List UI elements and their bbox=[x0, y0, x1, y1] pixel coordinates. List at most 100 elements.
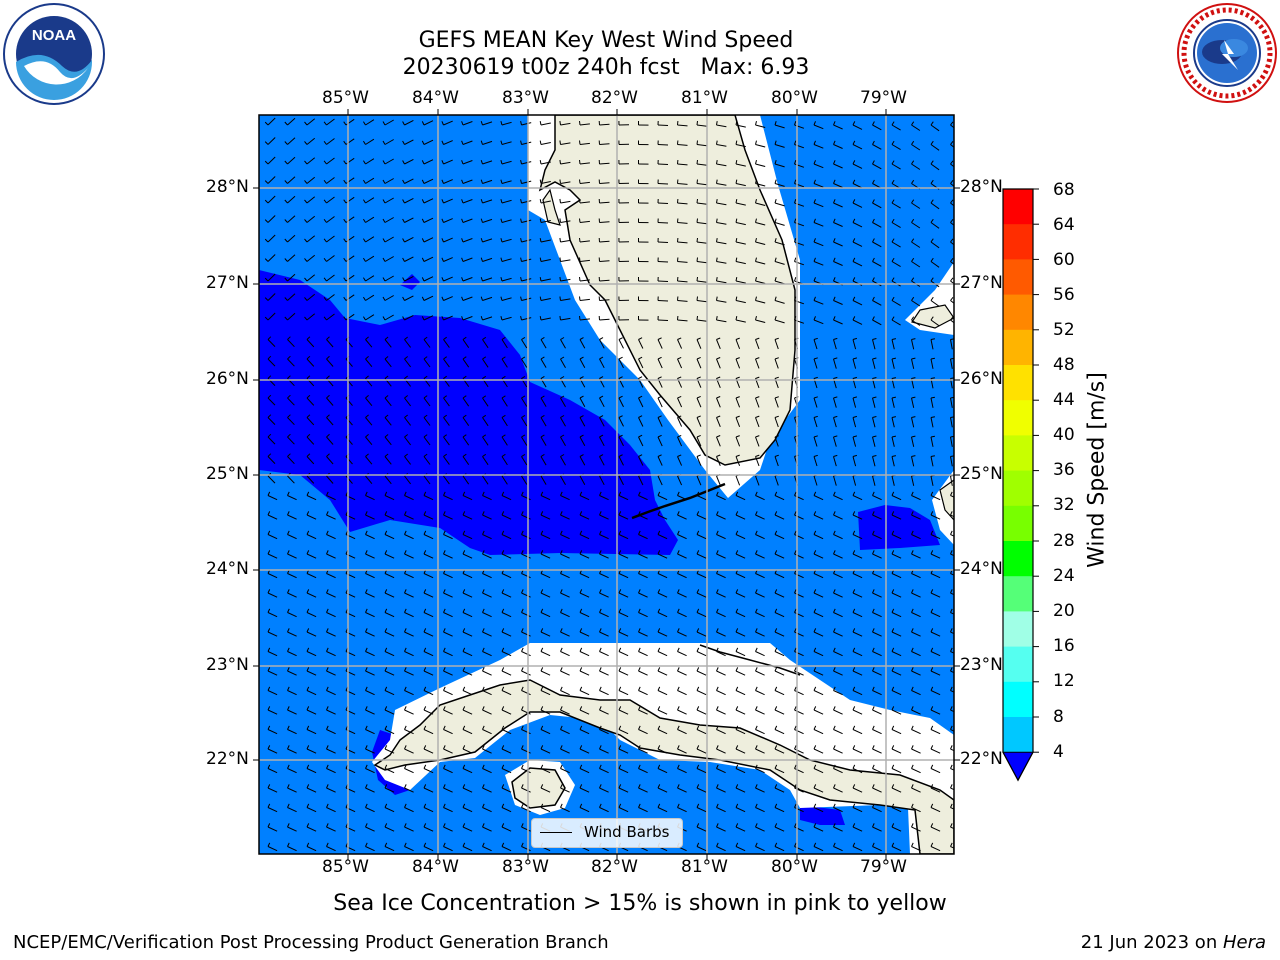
wind-barb bbox=[521, 807, 531, 813]
wind-barb-flag bbox=[423, 764, 427, 769]
wind-barb-flag bbox=[950, 257, 954, 262]
wind-barb bbox=[930, 417, 934, 428]
wind-barb bbox=[521, 417, 528, 427]
wind-barb-flag bbox=[755, 140, 757, 145]
wind-barb-flag bbox=[813, 550, 817, 555]
wind-barb-flag bbox=[930, 784, 934, 789]
wind-barb bbox=[345, 436, 353, 445]
wind-barb-flag bbox=[599, 725, 602, 730]
wind-barb bbox=[482, 257, 493, 262]
wind-barb bbox=[618, 417, 624, 427]
wind-barb bbox=[267, 397, 276, 406]
wind-barb-flag bbox=[911, 316, 915, 321]
wind-barb bbox=[287, 748, 297, 754]
wind-barb-flag bbox=[755, 237, 757, 243]
wind-barb bbox=[677, 495, 687, 501]
wind-barb-flag bbox=[500, 121, 503, 126]
wind-barb bbox=[501, 495, 512, 501]
wind-barb bbox=[794, 709, 804, 715]
wind-barb-flag bbox=[891, 435, 897, 438]
wind-barb bbox=[540, 278, 551, 282]
wind-barb-flag bbox=[618, 667, 622, 672]
wind-barb bbox=[423, 217, 434, 223]
wind-barb-flag bbox=[579, 454, 584, 457]
wind-barb-flag bbox=[267, 414, 272, 418]
wind-barb-flag bbox=[482, 725, 485, 730]
wind-barb bbox=[696, 456, 702, 466]
wind-barb bbox=[716, 475, 721, 486]
wind-barb bbox=[326, 768, 336, 774]
wind-barb bbox=[404, 690, 414, 696]
wind-barb bbox=[638, 573, 648, 579]
wind-barb bbox=[306, 592, 317, 598]
wind-barb bbox=[833, 456, 837, 467]
wind-barb-flag bbox=[950, 316, 954, 321]
wind-barb bbox=[462, 218, 473, 223]
wind-barb-flag bbox=[326, 589, 329, 594]
wind-barb bbox=[891, 826, 902, 832]
wind-barb bbox=[521, 339, 528, 349]
wind-barb-flag bbox=[462, 511, 466, 516]
wind-barb bbox=[657, 124, 669, 126]
wind-barb bbox=[482, 238, 493, 243]
wind-barb bbox=[872, 163, 882, 170]
wind-barb-flag bbox=[813, 589, 817, 594]
wind-barb bbox=[638, 456, 644, 466]
wind-barb bbox=[755, 456, 760, 467]
wind-barb-flag bbox=[306, 375, 311, 379]
wind-barb bbox=[540, 729, 551, 735]
wind-barb bbox=[852, 768, 863, 774]
wind-barb-flag bbox=[852, 337, 858, 340]
wind-barb bbox=[774, 729, 785, 735]
wind-barb bbox=[852, 651, 863, 657]
wind-barb bbox=[599, 299, 610, 301]
wind-barb bbox=[755, 319, 766, 323]
wind-barb bbox=[813, 729, 824, 735]
wind-barb bbox=[521, 122, 532, 126]
wind-barb-flag bbox=[501, 414, 506, 418]
wind-barb bbox=[852, 436, 857, 447]
wind-barb bbox=[755, 670, 765, 676]
wind-barb bbox=[579, 612, 590, 618]
wind-barb-flag bbox=[618, 395, 623, 399]
wind-barb bbox=[443, 573, 453, 579]
wind-barb bbox=[521, 161, 532, 165]
wind-barb bbox=[677, 670, 687, 676]
wind-barb bbox=[501, 826, 512, 832]
wind-barb-flag bbox=[326, 336, 330, 340]
wind-barb-flag bbox=[833, 647, 836, 652]
wind-barb bbox=[930, 690, 941, 696]
wind-barb bbox=[482, 690, 492, 696]
wind-barb bbox=[267, 195, 276, 204]
wind-barb-flag bbox=[872, 647, 875, 652]
wind-barb-flag bbox=[404, 745, 407, 750]
wind-barb-flag bbox=[443, 375, 447, 379]
wind-barb-flag bbox=[540, 686, 544, 691]
wind-barb-flag bbox=[365, 745, 368, 750]
wind-barb-flag bbox=[402, 199, 405, 204]
wind-barb-flag bbox=[677, 356, 682, 360]
wind-barb bbox=[891, 456, 895, 467]
wind-barb bbox=[482, 179, 493, 184]
wind-barb-flag bbox=[911, 628, 914, 633]
wind-barb bbox=[872, 514, 882, 520]
wind-barb bbox=[677, 573, 687, 579]
wind-barb-flag bbox=[911, 140, 915, 145]
wind-barb-flag bbox=[813, 530, 817, 535]
wind-barb-flag bbox=[638, 434, 643, 438]
wind-barb-flag bbox=[443, 414, 447, 418]
wind-barb bbox=[560, 436, 566, 446]
wind-barb bbox=[618, 534, 629, 540]
wind-barb bbox=[677, 163, 688, 166]
wind-barb-flag bbox=[930, 725, 934, 730]
wind-barb-flag bbox=[872, 396, 877, 399]
wind-barb-flag bbox=[461, 238, 464, 243]
wind-barb bbox=[560, 709, 570, 715]
lat-label-left: 28°N bbox=[206, 177, 249, 197]
wind-barb bbox=[326, 397, 334, 406]
wind-barb bbox=[774, 534, 785, 540]
wind-barb-flag bbox=[520, 315, 522, 321]
wind-barb bbox=[930, 612, 941, 618]
wind-barb-flag bbox=[735, 140, 738, 145]
wind-barb-flag bbox=[930, 530, 934, 535]
